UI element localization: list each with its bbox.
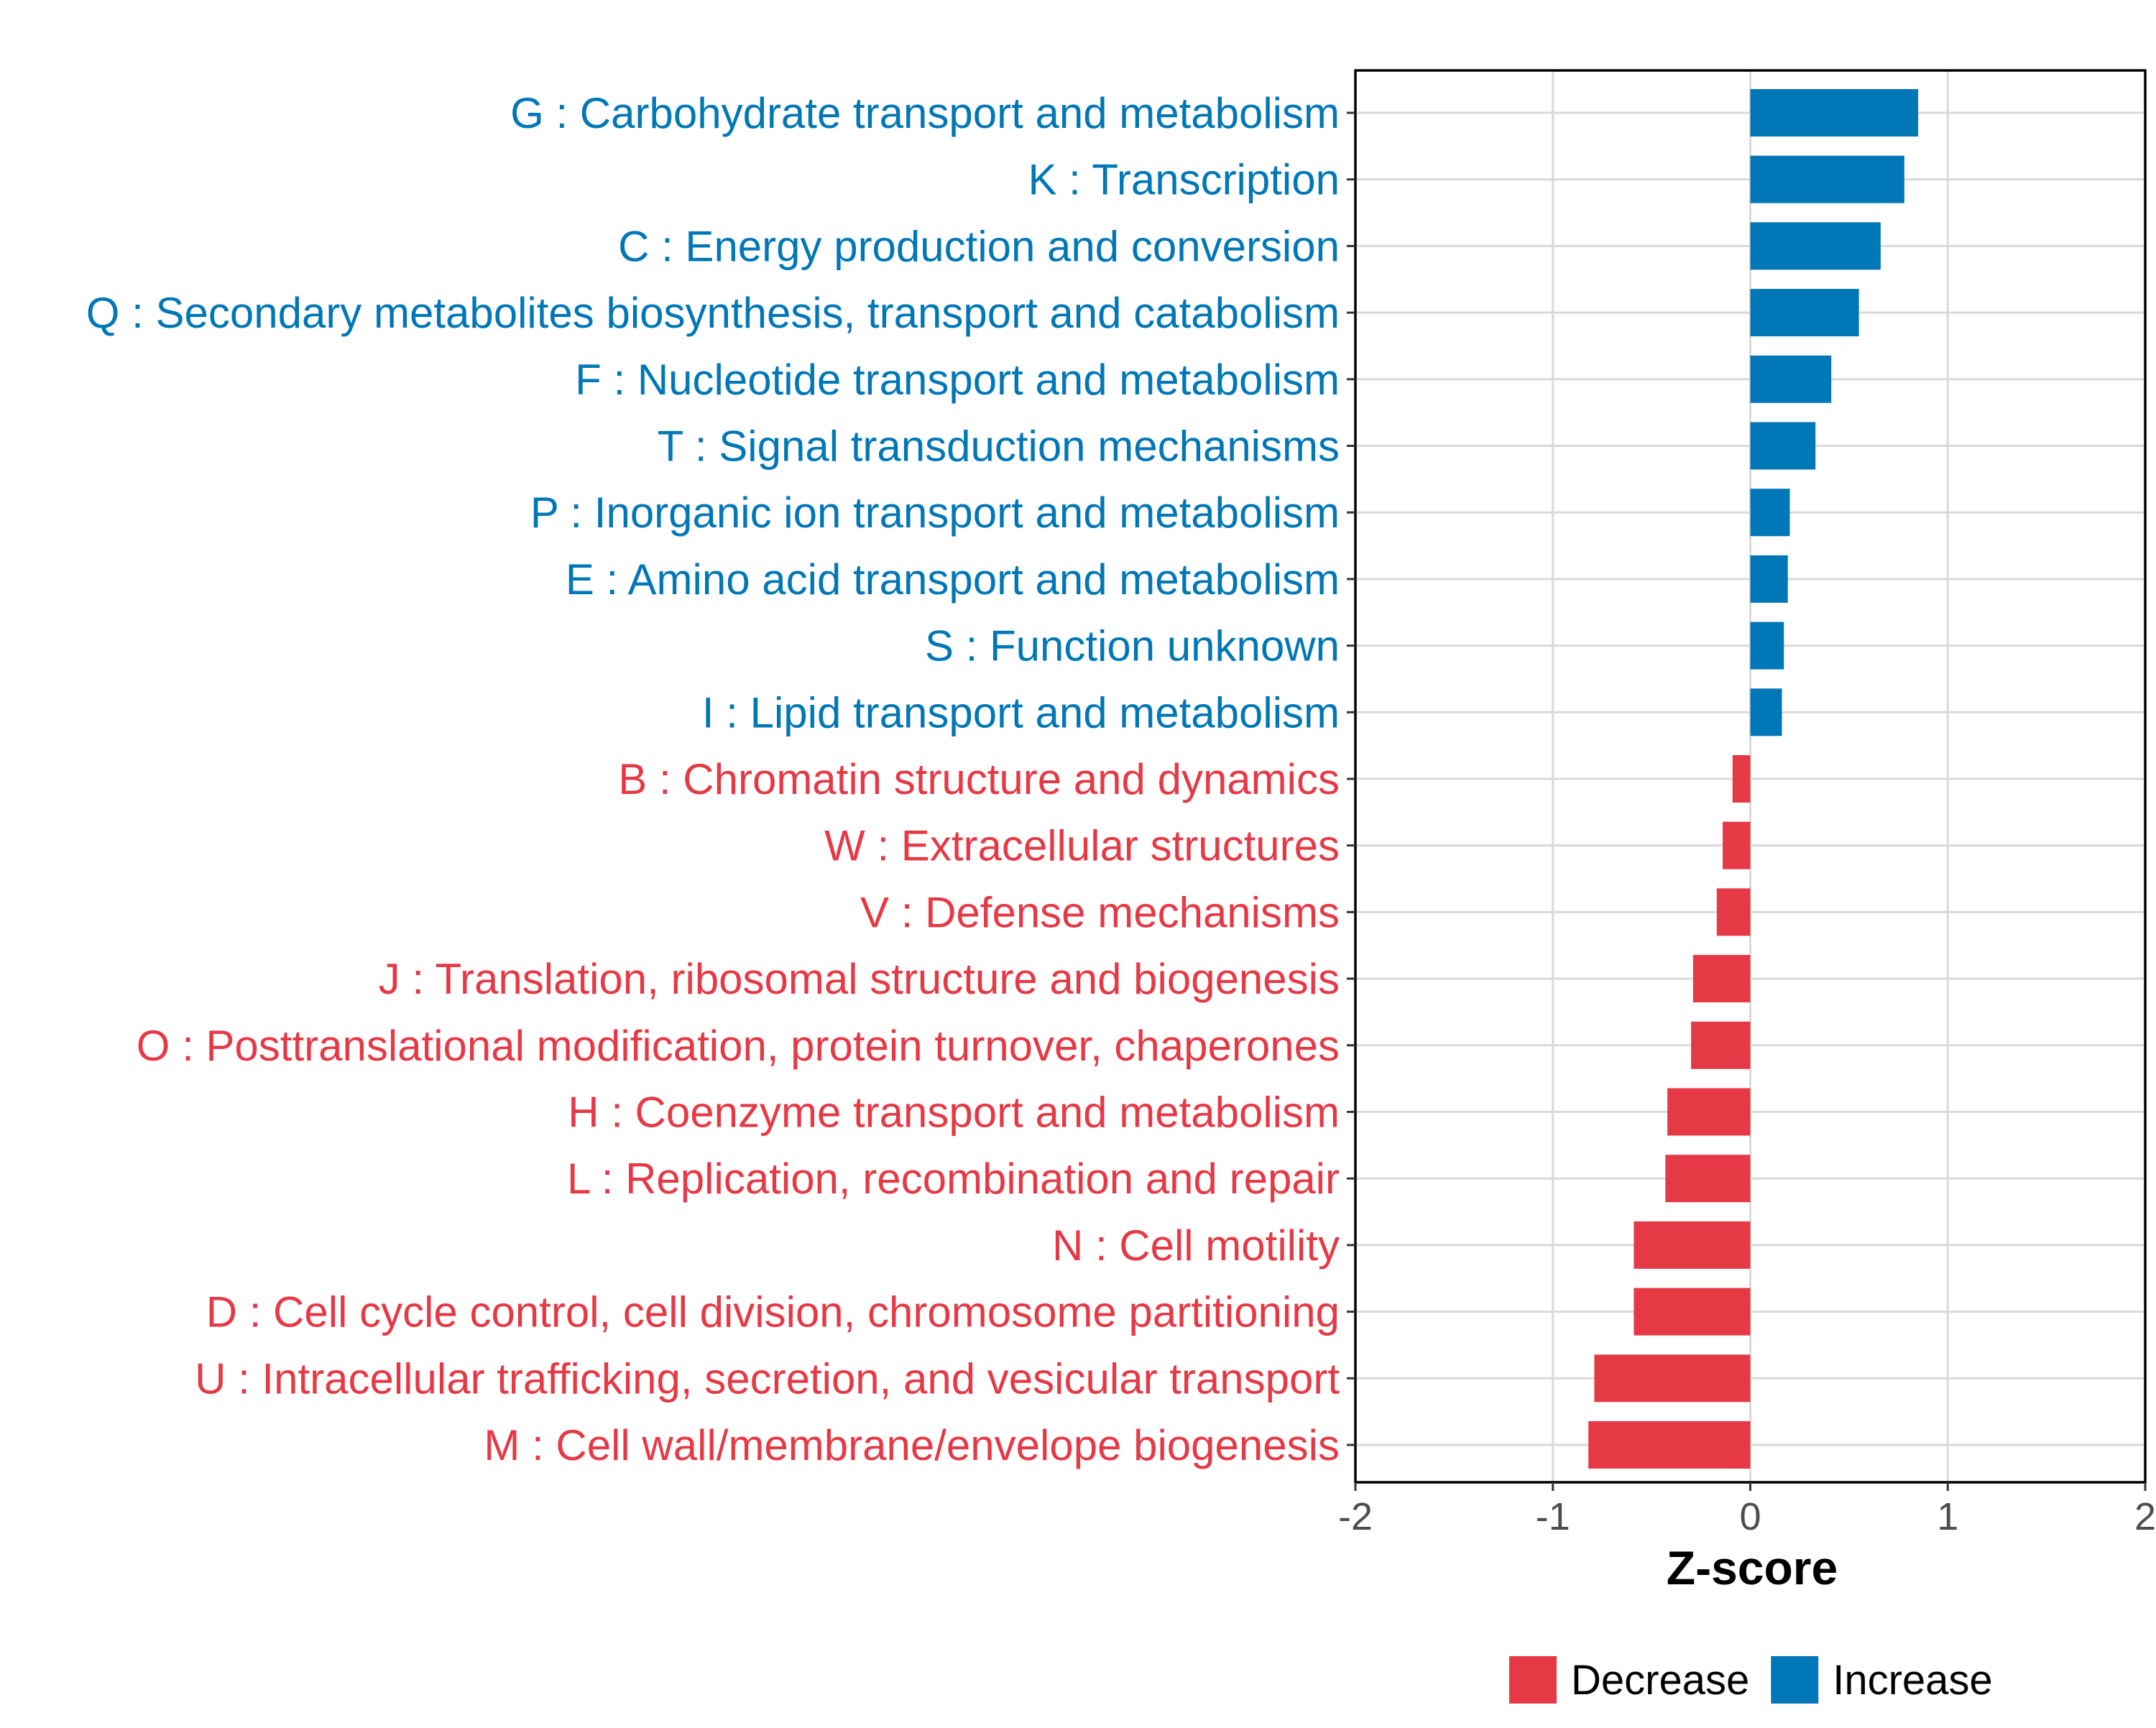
category-label-19: U : Intracellular trafficking, secretion… [195, 1354, 1340, 1403]
category-label-0: G : Carbohydrate transport and metabolis… [510, 89, 1340, 137]
bar-12 [1716, 888, 1751, 936]
bar-4 [1750, 355, 1832, 403]
category-label-5: T : Signal transduction mechanisms [658, 422, 1340, 471]
category-label-15: H : Coenzyme transport and metabolism [568, 1089, 1340, 1137]
category-label-11: W : Extracellular structures [824, 822, 1340, 870]
category-label-20: M : Cell wall/membrane/envelope biogenes… [484, 1421, 1340, 1469]
bar-7 [1750, 555, 1788, 603]
bar-0 [1750, 89, 1919, 137]
legend-key-increase [1771, 1656, 1819, 1704]
bar-layer [1588, 89, 1919, 1469]
category-label-10: B : Chromatin structure and dynamics [618, 755, 1340, 803]
category-label-7: E : Amino acid transport and metabolism [566, 555, 1340, 604]
bar-5 [1750, 422, 1816, 470]
bar-17 [1634, 1221, 1751, 1269]
bar-14 [1691, 1021, 1751, 1069]
x-tick-label-1: -1 [1536, 1495, 1570, 1538]
category-label-6: P : Inorganic ion transport and metaboli… [530, 489, 1340, 537]
x-tick-label-3: 1 [1937, 1495, 1958, 1538]
bar-11 [1723, 821, 1751, 869]
category-label-3: Q : Secondary metabolites biosynthesis, … [86, 289, 1340, 337]
category-label-8: S : Function unknown [925, 622, 1340, 670]
legend-label-increase: Increase [1833, 1657, 1992, 1704]
legend-label-decrease: Decrease [1571, 1657, 1749, 1704]
bar-3 [1750, 289, 1859, 337]
x-tick-label-2: 0 [1739, 1495, 1761, 1538]
bar-6 [1750, 489, 1790, 537]
bar-20 [1588, 1421, 1751, 1469]
bar-15 [1667, 1088, 1751, 1136]
category-label-17: N : Cell motility [1052, 1221, 1340, 1270]
bar-1 [1750, 155, 1904, 203]
category-label-18: D : Cell cycle control, cell division, c… [206, 1288, 1340, 1336]
bar-8 [1750, 622, 1784, 670]
legend: Decrease Increase [1509, 1656, 1993, 1704]
category-label-14: O : Posttranslational modification, prot… [137, 1022, 1340, 1070]
category-label-2: C : Energy production and conversion [618, 222, 1340, 270]
category-label-1: K : Transcription [1028, 156, 1340, 204]
category-label-9: I : Lipid transport and metabolism [702, 688, 1340, 736]
category-label-layer: G : Carbohydrate transport and metabolis… [86, 89, 1340, 1469]
x-axis-title: Z-score [1667, 1541, 1838, 1594]
legend-key-decrease [1509, 1656, 1557, 1704]
bar-18 [1634, 1288, 1751, 1336]
category-label-16: L : Replication, recombination and repai… [567, 1155, 1340, 1203]
axis-layer: -2 -1 0 1 2 [1338, 69, 2156, 1538]
category-label-4: F : Nucleotide transport and metabolism [575, 356, 1340, 404]
bar-13 [1692, 955, 1751, 1003]
bar-9 [1750, 688, 1782, 736]
bar-10 [1732, 755, 1751, 803]
x-tick-label-4: 2 [2134, 1495, 2156, 1538]
x-tick-label-0: -2 [1338, 1495, 1373, 1538]
category-label-12: V : Defense mechanisms [860, 888, 1340, 936]
bar-16 [1665, 1155, 1751, 1203]
category-label-13: J : Translation, ribosomal structure and… [379, 955, 1340, 1003]
bar-19 [1594, 1354, 1751, 1403]
bar-2 [1750, 222, 1881, 270]
